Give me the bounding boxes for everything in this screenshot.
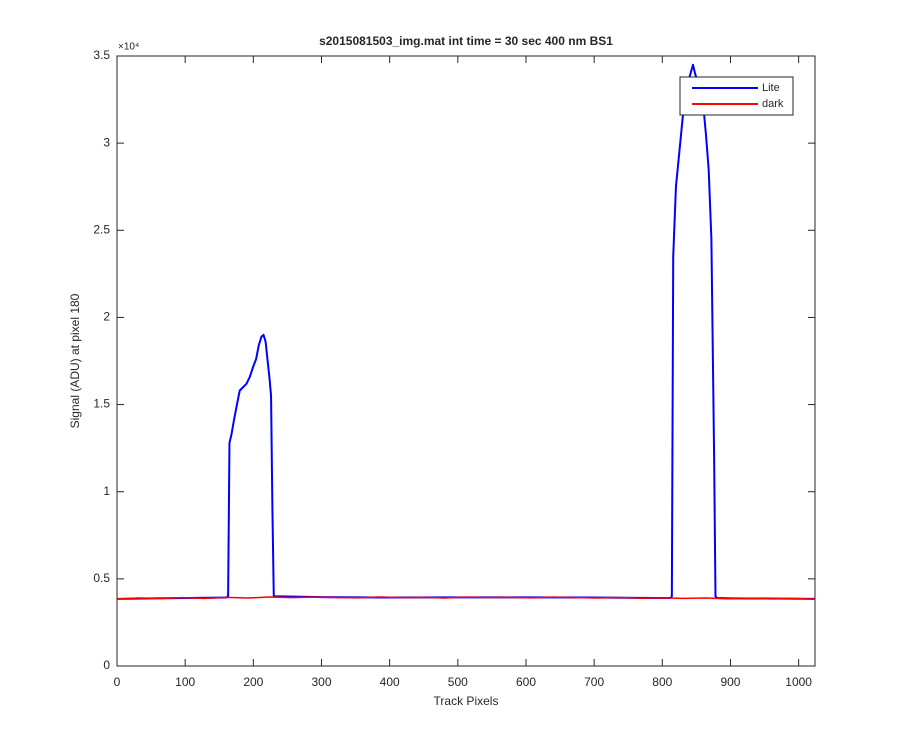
- x-tick-label: 800: [652, 675, 672, 689]
- legend-box: [679, 76, 794, 116]
- x-tick-label: 500: [448, 675, 468, 689]
- y-tick-label: 0: [103, 658, 110, 672]
- y-axis-label: Signal (ADU) at pixel 180: [68, 293, 82, 428]
- legend-label: dark: [762, 98, 784, 110]
- data-line: [116, 596, 816, 600]
- y-tick-label: 2: [103, 310, 110, 324]
- y-exponent-label: ×10⁴: [118, 42, 139, 53]
- x-tick-label: 700: [584, 675, 604, 689]
- y-tick-label: 3.5: [93, 48, 110, 62]
- plot-area: [116, 55, 816, 667]
- legend-label: Lite: [762, 82, 780, 94]
- x-tick-label: 300: [311, 675, 331, 689]
- y-tick-label: 1.5: [93, 397, 110, 411]
- x-tick-label: 0: [114, 675, 121, 689]
- y-tick-label: 0.5: [93, 571, 110, 585]
- y-tick-label: 1: [103, 484, 110, 498]
- x-tick-label: 900: [720, 675, 740, 689]
- x-tick-label: 200: [243, 675, 263, 689]
- y-tick-label: 2.5: [93, 222, 110, 236]
- chart-title: s2015081503_img.mat int time = 30 sec 40…: [319, 34, 613, 48]
- x-tick-label: 600: [516, 675, 536, 689]
- y-tick-label: 3: [103, 135, 110, 149]
- x-tick-label: 1000: [785, 675, 812, 689]
- x-tick-label: 400: [380, 675, 400, 689]
- x-tick-label: 100: [175, 675, 195, 689]
- x-axis-label: Track Pixels: [434, 694, 499, 708]
